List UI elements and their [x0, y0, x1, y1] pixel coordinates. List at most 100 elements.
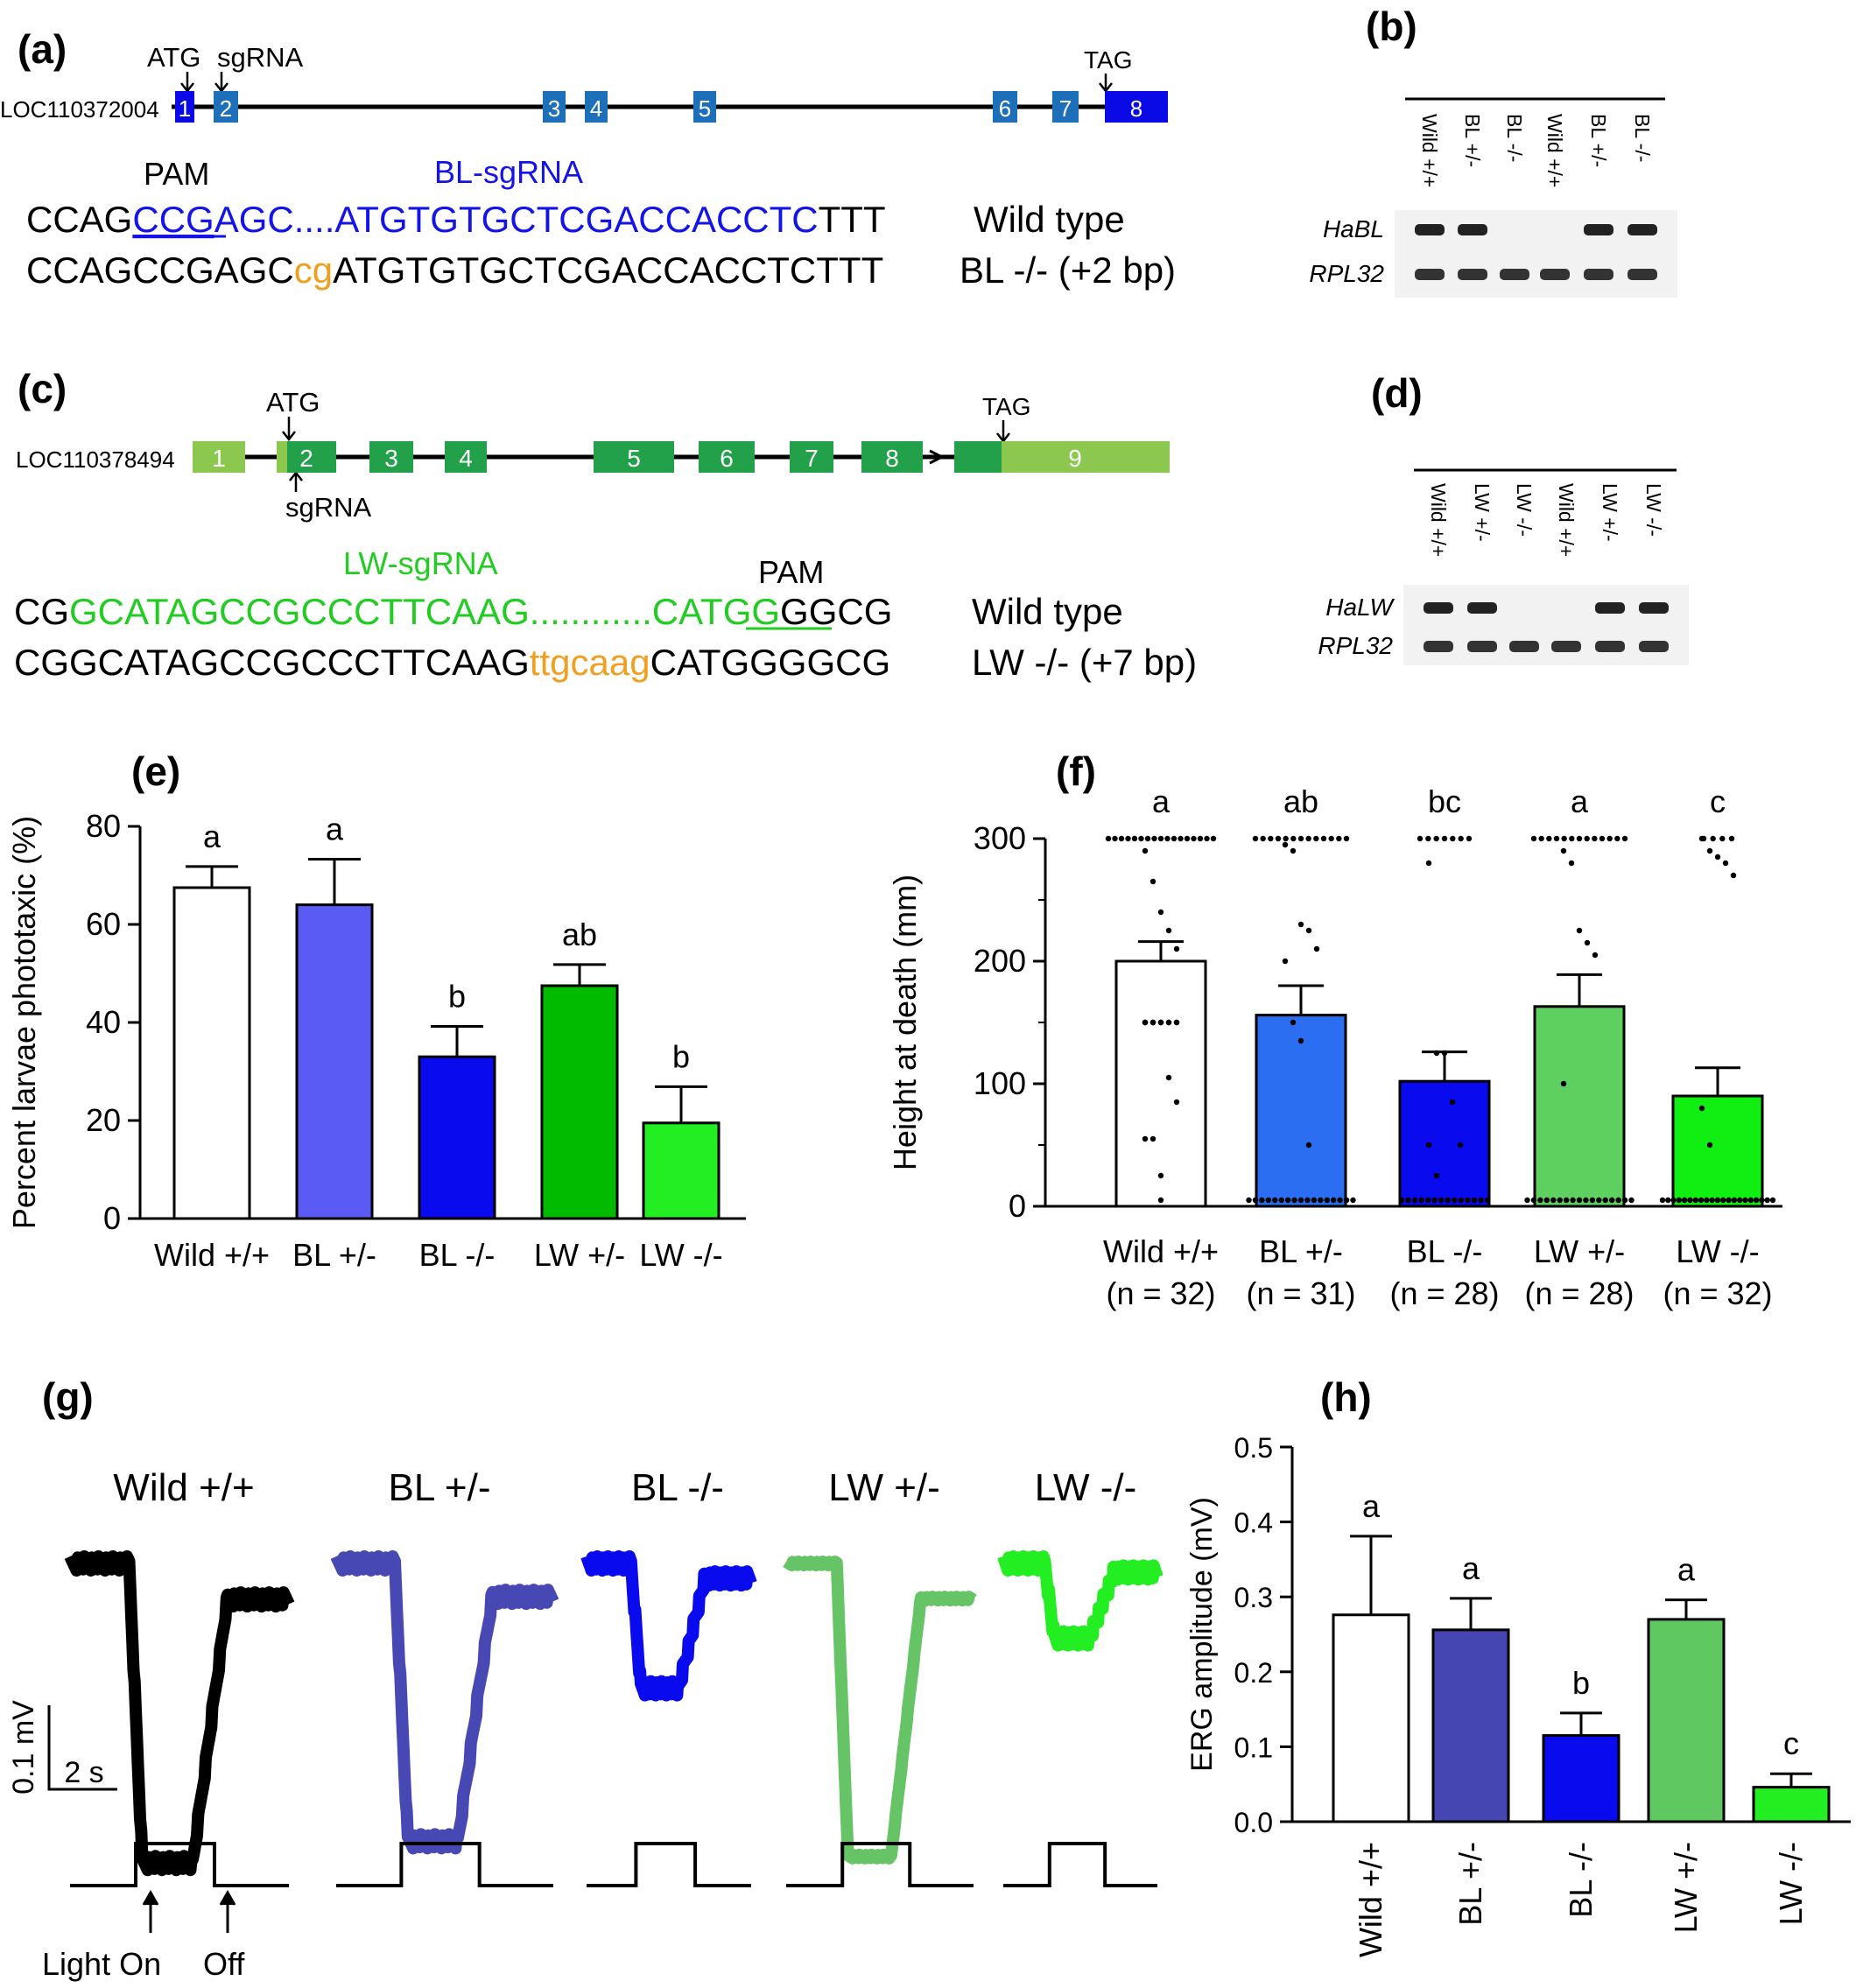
- gene-a-atg-arrow: [180, 72, 194, 94]
- chart-f-data-point: [1592, 952, 1599, 959]
- chart-h-y-tick-label: 0.3: [1234, 1582, 1273, 1613]
- panel-f: (f) 0 100 200 300 Height at death (mm) a Wild …: [887, 748, 1782, 1311]
- seq-c-wt-guide: GCATAGCCGCCCTTCAAG............CA: [69, 591, 703, 632]
- chart-h-category-label: Wild +/+: [1353, 1842, 1388, 1957]
- gel-b-lane-label: BL +/-: [1587, 114, 1610, 167]
- chart-f-data-point: [1706, 847, 1713, 854]
- chart-e-category-label: Wild +/+: [154, 1237, 270, 1273]
- chart-f-data-point: [1560, 1080, 1567, 1087]
- chart-f-data-point: [1576, 835, 1583, 842]
- gene-a-exon-3: [543, 91, 566, 123]
- panel-g-label: (g): [42, 1374, 94, 1420]
- panel-a-label: (a): [18, 26, 67, 72]
- gel-b-lane-label: BL -/-: [1631, 114, 1654, 162]
- chart-f-data-point: [1452, 1197, 1458, 1204]
- erg-trace-label: Wild +/+: [113, 1466, 254, 1509]
- gene-c-exon-7: [790, 441, 833, 473]
- gene-c-atg-arrow: [282, 417, 296, 442]
- chart-e-y-tick-label: 40: [86, 1004, 121, 1040]
- chart-f-data-point: [1343, 1197, 1350, 1204]
- chart-f-data-point: [1433, 1172, 1440, 1179]
- chart-f-sig-letter: a: [1571, 783, 1589, 819]
- seq-a-wt-guide: ATGTGTGCTCGACCACCTC: [334, 199, 818, 240]
- chart-f-data-point: [1171, 835, 1178, 842]
- seq-c-wt: CGGCATAGCCGCCCTTCAAG............CATGGGGC…: [14, 591, 892, 632]
- gel-d-band-ref: [1639, 641, 1669, 652]
- chart-f-data-point: [1584, 835, 1590, 842]
- gene-c-exon-1: [193, 441, 245, 473]
- chart-f-data-point: [1418, 1197, 1424, 1204]
- seq-c-mut-p2: CATGGGGCG: [650, 642, 891, 683]
- chart-f-data-point: [1336, 835, 1342, 842]
- chart-f-data-point: [1471, 1197, 1478, 1204]
- chart-f-data-point: [1204, 835, 1210, 842]
- chart-f-data-point: [1297, 1197, 1304, 1204]
- chart-h-y-tick-label: 0.5: [1234, 1432, 1273, 1464]
- chart-f-data-point: [1272, 1197, 1278, 1204]
- gel-b-row-label-ref: RPL32: [1309, 260, 1384, 287]
- chart-f-bar: [1398, 1079, 1491, 1208]
- gene-a-sgrna-label: sgRNA: [217, 42, 304, 73]
- panel-f-label: (f): [1056, 748, 1096, 794]
- chart-f-data-point: [1438, 1197, 1445, 1204]
- seq-a-mut-p2: ATGTGTGCTCGACCACCTCTTT: [333, 249, 883, 291]
- chart-f-data-point: [1692, 1197, 1699, 1204]
- chart-f-data-point: [1570, 1197, 1576, 1204]
- chart-f-n-label: (n = 28): [1524, 1275, 1634, 1311]
- gene-a-exon-4: [585, 91, 608, 123]
- chart-f-bar: [1114, 959, 1207, 1208]
- chart-e-category-label: BL +/-: [292, 1237, 376, 1273]
- gene-c-exon-label-3: 3: [384, 445, 398, 472]
- erg-trace-label: BL +/-: [389, 1466, 491, 1509]
- gel-b-band-target: [1415, 224, 1445, 235]
- chart-f-data-point: [1297, 921, 1304, 928]
- seq-c-wt-label: Wild type: [972, 591, 1123, 632]
- chart-f-data-point: [1599, 835, 1606, 842]
- chart-f-data-point: [1184, 835, 1191, 842]
- chart-f-data-point: [1614, 835, 1620, 842]
- chart-h-sig-letter: a: [1677, 1552, 1696, 1588]
- gene-c-exon-label-5: 5: [627, 445, 641, 472]
- chart-f-data-point: [1524, 1197, 1530, 1204]
- chart-h-category-label: BL +/-: [1452, 1842, 1488, 1926]
- chart-f-data-point: [1283, 835, 1289, 842]
- chart-f-sig-letter: a: [1152, 783, 1171, 819]
- chart-f-n-label: (n = 32): [1106, 1275, 1215, 1311]
- chart-f-data-point: [1433, 835, 1439, 842]
- chart-h-sig-letter: b: [1572, 1665, 1590, 1701]
- chart-e-bar: [642, 1121, 721, 1220]
- chart-e-sig-letter: b: [672, 1038, 690, 1074]
- chart-f-data-point: [1737, 1197, 1743, 1204]
- chart-f-data-point: [1290, 1019, 1297, 1026]
- chart-f-data-point: [1424, 1197, 1431, 1204]
- chart-f-data-point: [1449, 1099, 1456, 1106]
- chart-h-sig-letter: a: [1362, 1488, 1381, 1524]
- chart-f-data-point: [1730, 872, 1737, 879]
- chart-f-data-point: [1268, 835, 1274, 842]
- erg-trace: [997, 1550, 1163, 1652]
- gene-a-exon-2: [214, 91, 238, 123]
- chart-e-sig-letter: a: [326, 811, 344, 847]
- chart-f-data-point: [1698, 1197, 1705, 1204]
- chart-h-bar: [1647, 1618, 1726, 1823]
- gene-c-exon-label-8: 8: [885, 445, 899, 472]
- erg-scale-horizontal-label: 2 s: [64, 1756, 103, 1789]
- chart-f-data-point: [1173, 1019, 1180, 1026]
- seq-a-wt: CCAGCCGAGC....ATGTGTGCTCGACCACCTCTTT: [26, 199, 886, 240]
- chart-f-data-point: [1569, 835, 1575, 842]
- chart-f-data-point: [1425, 835, 1431, 842]
- gel-b-band-ref: [1500, 269, 1529, 280]
- chart-f-y-tick-label: 200: [974, 943, 1026, 979]
- chart-h-bar: [1431, 1628, 1510, 1823]
- chart-f-data-point: [1704, 1197, 1710, 1204]
- chart-f-data-point: [1311, 1197, 1318, 1204]
- gene-a-exon-6: [993, 91, 1017, 123]
- gene-c-exon-3: [369, 441, 413, 473]
- chart-f-data-point: [1602, 1197, 1608, 1204]
- chart-f-data-point: [1466, 835, 1473, 842]
- chart-f-data-point: [1297, 1037, 1304, 1044]
- chart-f-data-point: [1589, 1197, 1596, 1204]
- chart-h-y-tick-label: 0.2: [1234, 1657, 1273, 1689]
- chart-f-data-point: [1149, 1135, 1156, 1142]
